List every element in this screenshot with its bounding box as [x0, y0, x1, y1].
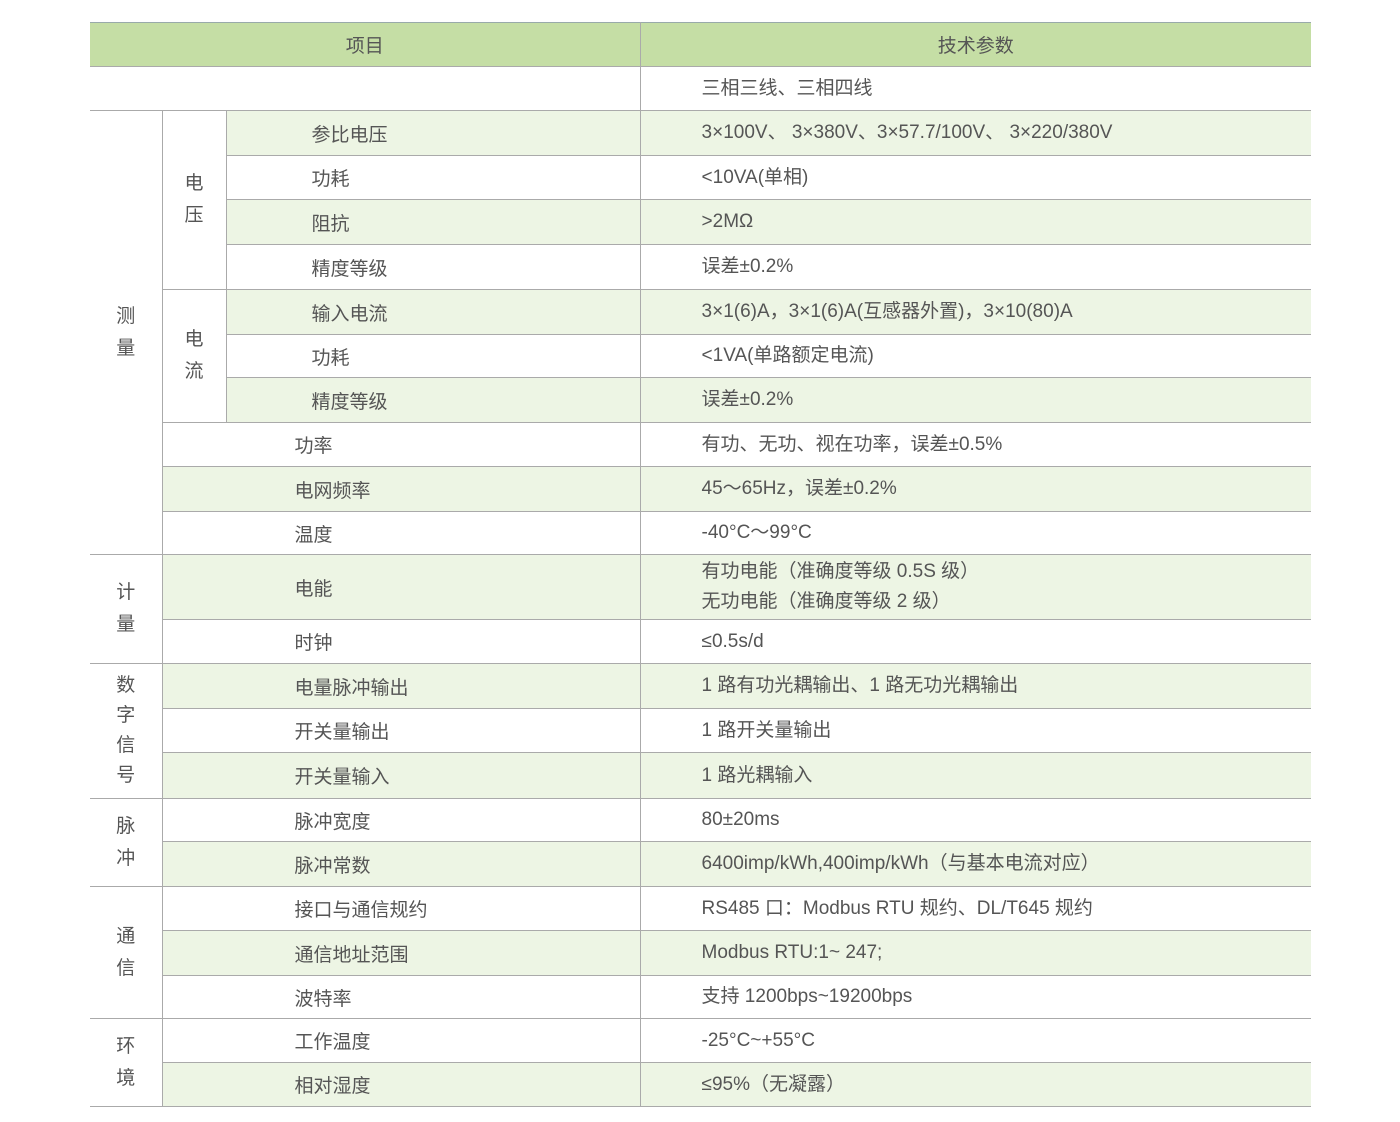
row-value: 支持 1200bps~19200bps — [640, 975, 1312, 1019]
row-item: 电量脉冲输出 — [162, 663, 641, 709]
row-item: 电能 — [162, 554, 641, 620]
table-row: 电流 输入电流 3×1(6)A，3×1(6)A(互感器外置)，3×10(80)A — [90, 289, 1312, 423]
subgroup-voltage: 电压 — [162, 110, 227, 290]
row-value: 误差±0.2% — [640, 377, 1312, 423]
row-value: <1VA(单路额定电流) — [640, 334, 1312, 378]
row-item: 参比电压 — [226, 110, 641, 156]
row-value: ≤0.5s/d — [640, 619, 1312, 664]
row-item: 功率 — [162, 422, 641, 467]
table-row: 功耗 <10VA(单相) — [90, 155, 1312, 200]
table-row: 波特率 支持 1200bps~19200bps — [90, 975, 1312, 1019]
table-row: 环境 工作温度 -25°C~+55°C — [90, 1018, 1312, 1107]
table-row: 通信 接口与通信规约 RS485 口：Modbus RTU 规约、DL/T645… — [90, 886, 1312, 1019]
table-row: 阻抗 >2MΩ — [90, 199, 1312, 245]
row-item: 相对湿度 — [162, 1062, 641, 1107]
row-value: 有功、无功、视在功率，误差±0.5% — [640, 422, 1312, 467]
group-pulse: 脉冲 — [90, 798, 163, 887]
table-row: 测量 电压 参比电压 3×100V、 3×380V、3×57.7/100V、 3… — [90, 110, 1312, 555]
row-item: 功耗 — [226, 155, 641, 200]
row-item: 通信地址范围 — [162, 930, 641, 976]
row-item: 波特率 — [162, 975, 641, 1019]
header-item: 项目 — [90, 22, 641, 67]
table-row: 精度等级 误差±0.2% — [90, 244, 1312, 290]
row-value: -25°C~+55°C — [640, 1018, 1312, 1063]
header-spec: 技术参数 — [640, 22, 1312, 67]
row-value: RS485 口：Modbus RTU 规约、DL/T645 规约 — [640, 886, 1312, 931]
table-row: 脉冲 脉冲宽度 80±20ms — [90, 798, 1312, 887]
table-row: 相对湿度 ≤95%（无凝露） — [90, 1062, 1312, 1107]
table-row: 脉冲常数 6400imp/kWh,400imp/kWh（与基本电流对应） — [90, 841, 1312, 887]
row-item: 温度 — [162, 511, 641, 555]
group-digital: 数字信号 — [90, 663, 163, 799]
table-row: 电网频率 45～65Hz，误差±0.2% — [90, 466, 1312, 512]
table-row: 精度等级 误差±0.2% — [90, 377, 1312, 423]
row-item: 输入电流 — [226, 289, 641, 335]
table-row: 温度 -40°C～99°C — [90, 511, 1312, 555]
row-value: 有功电能（准确度等级 0.5S 级） 无功电能（准确度等级 2 级） — [640, 554, 1312, 620]
row-value: >2MΩ — [640, 199, 1312, 245]
subgroup-current: 电流 — [162, 289, 227, 423]
row-value: 3×1(6)A，3×1(6)A(互感器外置)，3×10(80)A — [640, 289, 1312, 335]
table-row: 开关量输出 1 路开关量输出 — [90, 708, 1312, 753]
table-row: 功耗 <1VA(单路额定电流) — [90, 334, 1312, 378]
row-item: 工作温度 — [162, 1018, 641, 1063]
row-item: 时钟 — [162, 619, 641, 664]
group-env: 环境 — [90, 1018, 163, 1107]
table-row: 开关量输入 1 路光耦输入 — [90, 752, 1312, 799]
table-row: 数字信号 电量脉冲输出 1 路有功光耦输出、1 路无功光耦输出 — [90, 663, 1312, 799]
row-item: 功耗 — [226, 334, 641, 378]
table-row: 三相三线、三相四线 — [90, 66, 1312, 111]
row-item: 精度等级 — [226, 377, 641, 423]
row-value: 1 路光耦输入 — [640, 752, 1312, 799]
table-row: 功率 有功、无功、视在功率，误差±0.5% — [90, 422, 1312, 467]
row-value: 45～65Hz，误差±0.2% — [640, 466, 1312, 512]
row-item: 精度等级 — [226, 244, 641, 290]
row-value: 6400imp/kWh,400imp/kWh（与基本电流对应） — [640, 841, 1312, 887]
row-value: Modbus RTU:1~ 247; — [640, 930, 1312, 976]
row-item: 脉冲常数 — [162, 841, 641, 887]
table-header: 项目 技术参数 — [90, 22, 1312, 67]
row-value: <10VA(单相) — [640, 155, 1312, 200]
row-item: 开关量输入 — [162, 752, 641, 799]
row-item: 开关量输出 — [162, 708, 641, 753]
table-row: 时钟 ≤0.5s/d — [90, 619, 1312, 664]
row-item: 接口与通信规约 — [162, 886, 641, 931]
row-item: 脉冲宽度 — [162, 798, 641, 842]
spec-table: 项目 技术参数 三相三线、三相四线 测量 电压 参比电压 3×100V、 3×3… — [90, 22, 1312, 1107]
row-value: 误差±0.2% — [640, 244, 1312, 290]
table-row: 计量 电能 有功电能（准确度等级 0.5S 级） 无功电能（准确度等级 2 级） — [90, 554, 1312, 664]
row-value: 3×100V、 3×380V、3×57.7/100V、 3×220/380V — [640, 110, 1312, 156]
row-item: 阻抗 — [226, 199, 641, 245]
group-measure: 测量 — [90, 110, 163, 555]
wiring-value: 三相三线、三相四线 — [640, 66, 1312, 111]
row-value: 1 路开关量输出 — [640, 708, 1312, 753]
row-item: 电网频率 — [162, 466, 641, 512]
table-row: 通信地址范围 Modbus RTU:1~ 247; — [90, 930, 1312, 976]
group-comm: 通信 — [90, 886, 163, 1019]
row-value: ≤95%（无凝露） — [640, 1062, 1312, 1107]
row-value: 80±20ms — [640, 798, 1312, 842]
row-value: -40°C～99°C — [640, 511, 1312, 555]
group-metering: 计量 — [90, 554, 163, 664]
row-value: 1 路有功光耦输出、1 路无功光耦输出 — [640, 663, 1312, 709]
